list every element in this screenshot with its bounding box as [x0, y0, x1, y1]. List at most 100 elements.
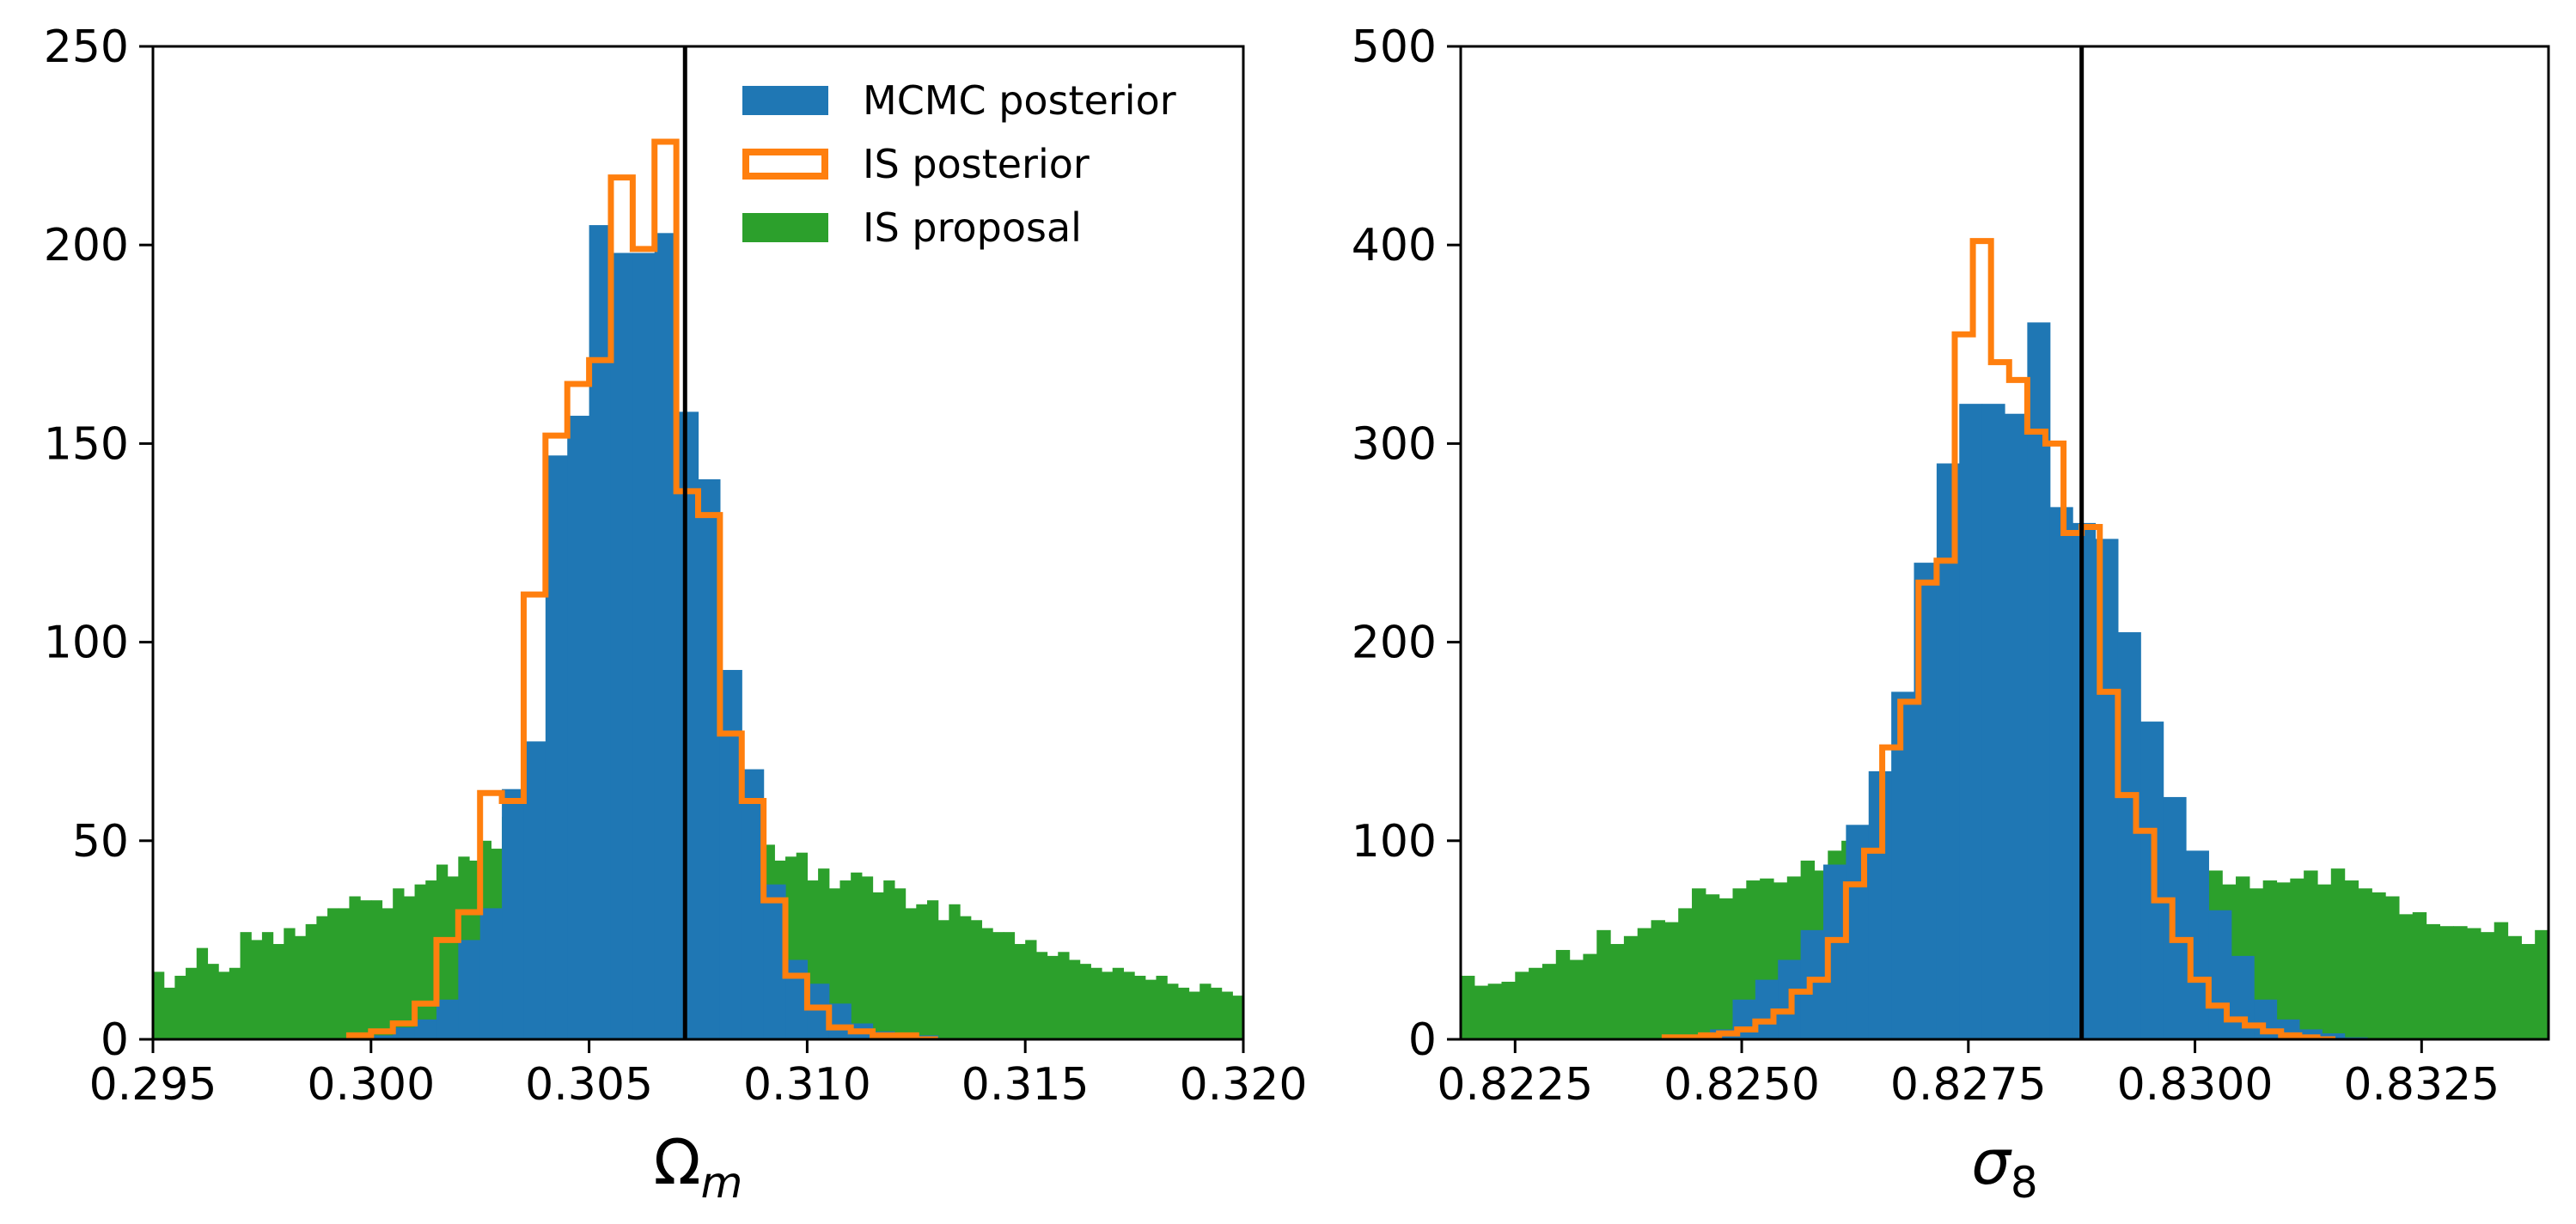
sigma-8-is-proposal-bar: [2385, 896, 2400, 1039]
sigma-8-is-proposal-bar: [2330, 868, 2346, 1039]
omega-m-is-proposal-bar: [960, 916, 972, 1039]
sigma-8-is-proposal-bar: [1501, 981, 1516, 1039]
sigma-8-x-tick-label: 0.8325: [2343, 1059, 2500, 1111]
sigma-8-is-proposal-bar: [1718, 898, 1734, 1039]
sigma-8-is-posterior-step-line: [1661, 238, 2336, 1039]
omega-m-y-tick-label: 100: [44, 618, 129, 669]
omega-m-is-proposal-bar: [1123, 971, 1135, 1039]
omega-m-is-proposal-bar: [1090, 967, 1102, 1039]
omega-m-mcmc-posterior-bar: [479, 908, 503, 1039]
omega-m-is-proposal-bar: [294, 935, 307, 1039]
omega-m-is-proposal-bar: [992, 932, 1004, 1039]
sigma-8-is-proposal-bar: [2507, 935, 2522, 1039]
omega-m-is-proposal-bar: [861, 876, 874, 1039]
legend-label-is-proposal: IS proposal: [863, 204, 1082, 251]
omega-m-x-axis-subscript: m: [701, 1158, 743, 1208]
omega-m-x-axis-label: Ωm: [654, 1126, 743, 1208]
omega-m-x-tick-label: 0.305: [525, 1059, 653, 1111]
omega-m-is-proposal-bar: [1145, 979, 1157, 1039]
omega-m-is-proposal-bar: [1210, 987, 1223, 1039]
omega-m-is-proposal-bar: [926, 900, 939, 1039]
sigma-8-x-axis-symbol: σ: [1971, 1126, 2012, 1198]
sigma-8-is-proposal-bar: [2426, 923, 2440, 1039]
omega-m-mcmc-posterior-bar: [370, 1035, 394, 1039]
omega-m-is-proposal-bar: [305, 923, 317, 1039]
sigma-8-bars: [1461, 238, 2562, 1039]
omega-m-is-proposal-bar: [1112, 967, 1125, 1039]
omega-m-is-proposal-bar: [272, 944, 284, 1039]
sigma-8-is-proposal-bar: [2358, 888, 2372, 1039]
omega-m-is-proposal-bar: [229, 967, 241, 1039]
legend-label-is-posterior: IS posterior: [863, 141, 1090, 187]
legend-swatch-is-posterior: [742, 149, 828, 180]
sigma-8-is-proposal-bar: [1474, 985, 1489, 1039]
sigma-8-is-proposal-bar: [1651, 920, 1665, 1039]
omega-m-is-proposal-bar: [196, 947, 209, 1039]
omega-m-is-proposal-bar: [153, 971, 165, 1039]
omega-m-mcmc-posterior-bar: [719, 669, 742, 1039]
omega-m-is-proposal-bar: [360, 900, 372, 1039]
omega-m-is-proposal-bar: [851, 872, 863, 1039]
omega-m-mcmc-posterior-bar: [654, 233, 677, 1039]
sigma-8-is-proposal-bar: [2344, 880, 2359, 1039]
sigma-8-is-proposal-bar: [2304, 870, 2318, 1039]
omega-m-is-proposal-bar: [240, 932, 252, 1039]
omega-m-is-proposal-bar: [186, 967, 198, 1039]
omega-m-mcmc-posterior-bar: [393, 1027, 416, 1039]
omega-m-is-proposal-bar: [872, 892, 884, 1039]
omega-m-mcmc-posterior-bar: [436, 999, 459, 1039]
sigma-8-x-tick-label: 0.8275: [1890, 1059, 2047, 1111]
omega-m-is-proposal-bar: [949, 904, 961, 1039]
sigma-8-is-proposal-bar: [2549, 960, 2562, 1039]
omega-m-is-proposal-bar: [883, 880, 895, 1039]
omega-m-x-tick-label: 0.310: [743, 1059, 871, 1111]
sigma-8-y-tick-label: 100: [1352, 816, 1437, 868]
sigma-8-mcmc-posterior-bar: [1959, 404, 1983, 1039]
omega-m-is-proposal-bar: [251, 940, 263, 1039]
omega-m-is-proposal-bar: [981, 928, 993, 1039]
omega-m-is-proposal-bar: [393, 888, 405, 1039]
omega-m-mcmc-posterior-bar: [545, 455, 568, 1039]
omega-m-mcmc-posterior-bar: [502, 789, 525, 1039]
sigma-8-is-proposal-bar: [2480, 932, 2495, 1039]
sigma-8-is-proposal-bar: [2317, 884, 2332, 1039]
sigma-8-is-proposal-bar: [1705, 894, 1720, 1039]
omega-m-is-proposal-bar: [1199, 983, 1212, 1039]
sigma-8-x-tick-label: 0.8225: [1437, 1059, 1593, 1111]
omega-m-y-tick-label: 200: [44, 220, 129, 271]
sigma-8-is-proposal-bar: [1692, 888, 1706, 1039]
omega-m-is-proposal-bar: [1079, 964, 1091, 1039]
omega-m-is-proposal-bar: [349, 896, 361, 1039]
sigma-8-mcmc-posterior-bar: [2117, 632, 2141, 1039]
omega-m-is-posterior-step-line: [345, 138, 938, 1039]
omega-m-is-proposal-bar: [1047, 955, 1059, 1039]
sigma-8-is-proposal-bar: [1461, 976, 1475, 1039]
sigma-8-y-tick-label: 300: [1352, 418, 1437, 470]
omega-m-is-proposal-bar: [1068, 959, 1081, 1039]
sigma-8-is-proposal-bar: [1623, 935, 1639, 1039]
sigma-8-is-proposal-bar: [1529, 967, 1543, 1039]
sigma-8-x-tick-label: 0.8250: [1663, 1059, 1820, 1111]
omega-m-is-proposal-bar: [370, 900, 383, 1039]
omega-m-is-proposal-bar: [382, 908, 394, 1039]
sigma-8-y-tick-label: 0: [1408, 1014, 1437, 1066]
omega-m-is-proposal-bar: [284, 928, 296, 1039]
omega-m-is-proposal-bar: [218, 971, 230, 1039]
sigma-8-is-proposal-bar: [1541, 964, 1557, 1039]
omega-m-is-proposal-bar: [327, 908, 339, 1039]
sigma-8-is-proposal-bar: [2412, 912, 2427, 1039]
omega-m-is-proposal-bar: [1014, 944, 1026, 1039]
omega-m-mcmc-posterior-bar: [763, 884, 786, 1039]
omega-m-mcmc-posterior-bar: [698, 479, 721, 1039]
sigma-8-x-tick-label: 0.8300: [2117, 1059, 2274, 1111]
omega-m-mcmc-posterior-bar: [414, 1019, 437, 1039]
sigma-8-is-proposal-bar: [1678, 908, 1693, 1039]
omega-m-is-proposal-bar: [1058, 952, 1070, 1039]
omega-m-mcmc-posterior-bar: [523, 741, 546, 1039]
sigma-8-mcmc-posterior-bar: [1981, 404, 2005, 1039]
sigma-8-is-proposal-bar: [1515, 971, 1529, 1039]
sigma-8-y-tick-label: 500: [1352, 21, 1437, 73]
sigma-8-x-axis-label: σ8: [1971, 1126, 2037, 1208]
omega-m-y-tick-label: 50: [72, 816, 129, 868]
